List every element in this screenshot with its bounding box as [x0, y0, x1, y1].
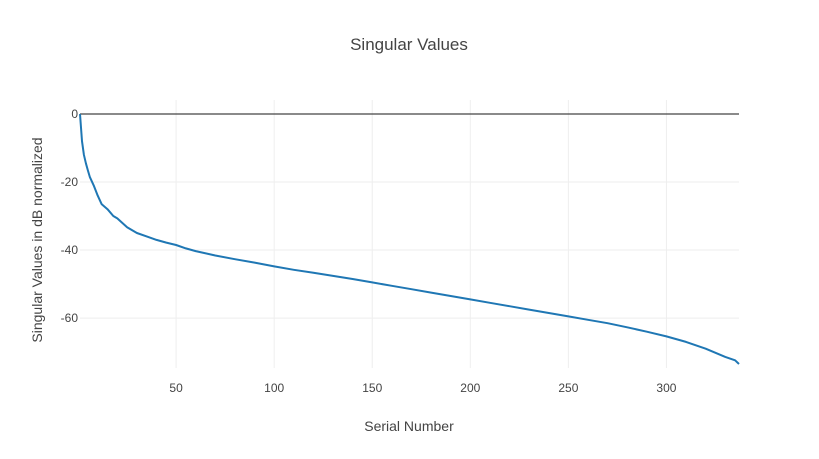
x-tick-label: 100	[264, 381, 284, 395]
x-tick-label: 150	[362, 381, 382, 395]
series-line	[79, 113, 740, 365]
x-tick-label: 200	[460, 381, 480, 395]
x-tick-label: 300	[656, 381, 676, 395]
chart-title: Singular Values	[350, 35, 468, 54]
y-tick-label: -20	[61, 175, 79, 189]
x-tick-label: 50	[169, 381, 183, 395]
x-tick-label: 250	[558, 381, 578, 395]
y-tick-label: -60	[61, 311, 79, 325]
x-axis-ticks: 50 100 150 200 250 300	[169, 381, 676, 395]
y-axis-title: Singular Values in dB normalized	[29, 137, 45, 342]
y-axis-ticks: 0 -20 -40 -60	[61, 107, 79, 325]
y-tick-label: -40	[61, 243, 79, 257]
grid-lines	[80, 100, 739, 368]
y-tick-label: 0	[71, 107, 78, 121]
x-axis-title: Serial Number	[364, 418, 454, 434]
